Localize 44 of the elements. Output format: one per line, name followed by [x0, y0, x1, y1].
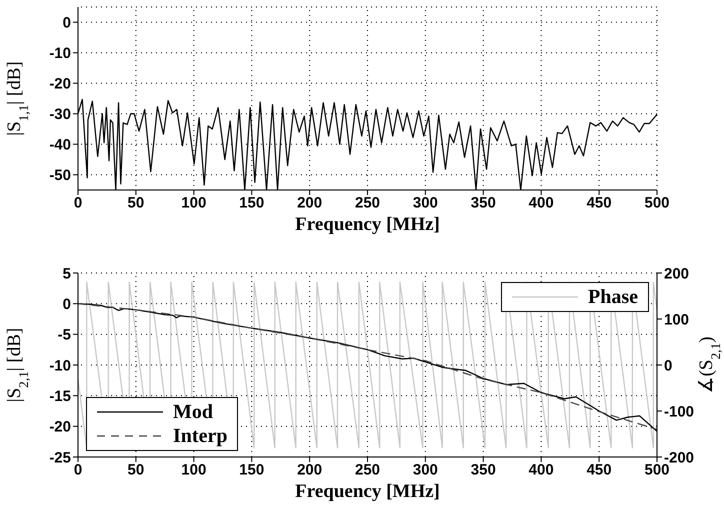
- x-tick-label: 500: [644, 194, 670, 212]
- x-tick-label: 100: [181, 194, 206, 212]
- y2-tick-label: 0: [664, 357, 672, 374]
- x-tick-label: 150: [239, 462, 264, 479]
- x-tick-label: 400: [528, 194, 554, 212]
- y-tick-label: 0: [62, 14, 71, 32]
- x-tick-label: 150: [239, 194, 264, 212]
- x-tick-label: 500: [644, 462, 670, 479]
- y-tick-label: 0: [62, 296, 71, 313]
- x-tick-label: 100: [181, 462, 206, 479]
- x-axis-title: Frequency [MHz]: [295, 481, 440, 502]
- y2-tick-label: 100: [664, 311, 690, 328]
- y2-tick-label: 200: [664, 265, 690, 282]
- x-tick-label: 300: [412, 194, 438, 212]
- x-axis-title: Frequency [MHz]: [295, 214, 440, 235]
- y-tick-label: -10: [49, 45, 71, 62]
- x-tick-label: 450: [586, 462, 612, 479]
- y-tick-label: -25: [49, 449, 71, 466]
- x-tick-label: 50: [128, 462, 144, 479]
- x-tick-label: 400: [528, 462, 554, 479]
- x-tick-label: 50: [128, 194, 144, 212]
- y-tick-label: -50: [49, 167, 71, 184]
- x-tick-label: 450: [586, 194, 612, 212]
- y-tick-label: -20: [49, 76, 71, 93]
- legend-label: Phase: [588, 286, 638, 308]
- x-tick-label: 0: [74, 194, 82, 212]
- x-tick-label: 200: [297, 194, 322, 212]
- y-tick-label: 5: [62, 265, 71, 282]
- legend-label: Mod: [173, 400, 213, 424]
- y2-tick-label: -100: [664, 403, 694, 420]
- y-tick-label: -15: [49, 388, 71, 405]
- x-tick-label: 250: [354, 462, 380, 479]
- y-tick-label: -40: [49, 136, 71, 154]
- x-tick-label: 200: [297, 462, 322, 479]
- y-tick-label: -20: [49, 418, 71, 436]
- legend-label: Interp: [173, 424, 228, 448]
- y-tick-label: -5: [58, 326, 71, 344]
- x-tick-label: 0: [74, 462, 82, 479]
- y-tick-label: -10: [49, 357, 71, 374]
- x-tick-label: 350: [470, 462, 496, 479]
- x-tick-label: 350: [470, 194, 496, 212]
- x-tick-label: 250: [354, 194, 380, 212]
- x-tick-label: 300: [412, 462, 438, 479]
- y-tick-label: -30: [49, 106, 71, 124]
